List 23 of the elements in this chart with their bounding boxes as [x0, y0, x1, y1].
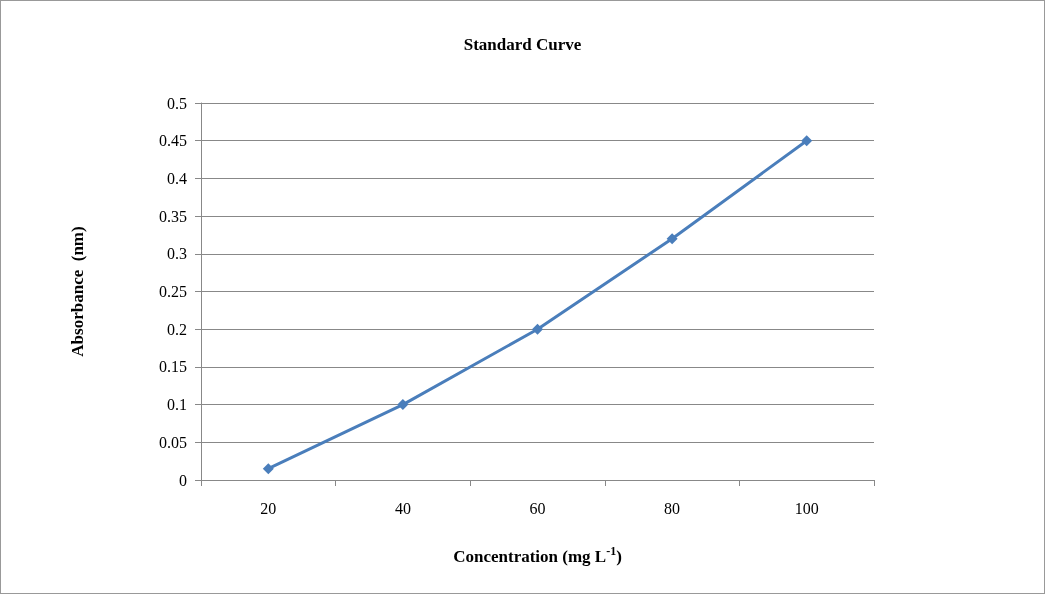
- y-tick-label: 0.35: [159, 207, 187, 225]
- y-tick-label: 0: [179, 471, 187, 489]
- point: [397, 399, 409, 411]
- y-tick-label: 0.2: [167, 320, 187, 338]
- x-tick-label: 20: [260, 499, 277, 517]
- point: [801, 135, 813, 147]
- x-tick-label: 80: [664, 499, 681, 517]
- y-tick-label: 0.5: [167, 94, 187, 112]
- point: [532, 323, 543, 335]
- y-tick-label: 0.3: [167, 245, 187, 263]
- y-tick-label: 0.25: [159, 283, 187, 300]
- y-tick-label: 0.05: [159, 433, 187, 451]
- y-tick-label: 0.1: [167, 396, 187, 414]
- chart-title: Standard Curve: [463, 35, 582, 54]
- point: [666, 233, 678, 245]
- x-tick-label: 100: [794, 499, 819, 517]
- y-tick-label: 0.45: [159, 132, 187, 150]
- y-tick-label: 0.4: [167, 169, 187, 187]
- y-tick-label: 0.15: [159, 358, 187, 376]
- x-tick-label: 60: [529, 499, 546, 517]
- point: [262, 463, 274, 475]
- y-axis-title: Absorbance (nm): [68, 226, 87, 357]
- x-tick-label: 40: [394, 499, 411, 517]
